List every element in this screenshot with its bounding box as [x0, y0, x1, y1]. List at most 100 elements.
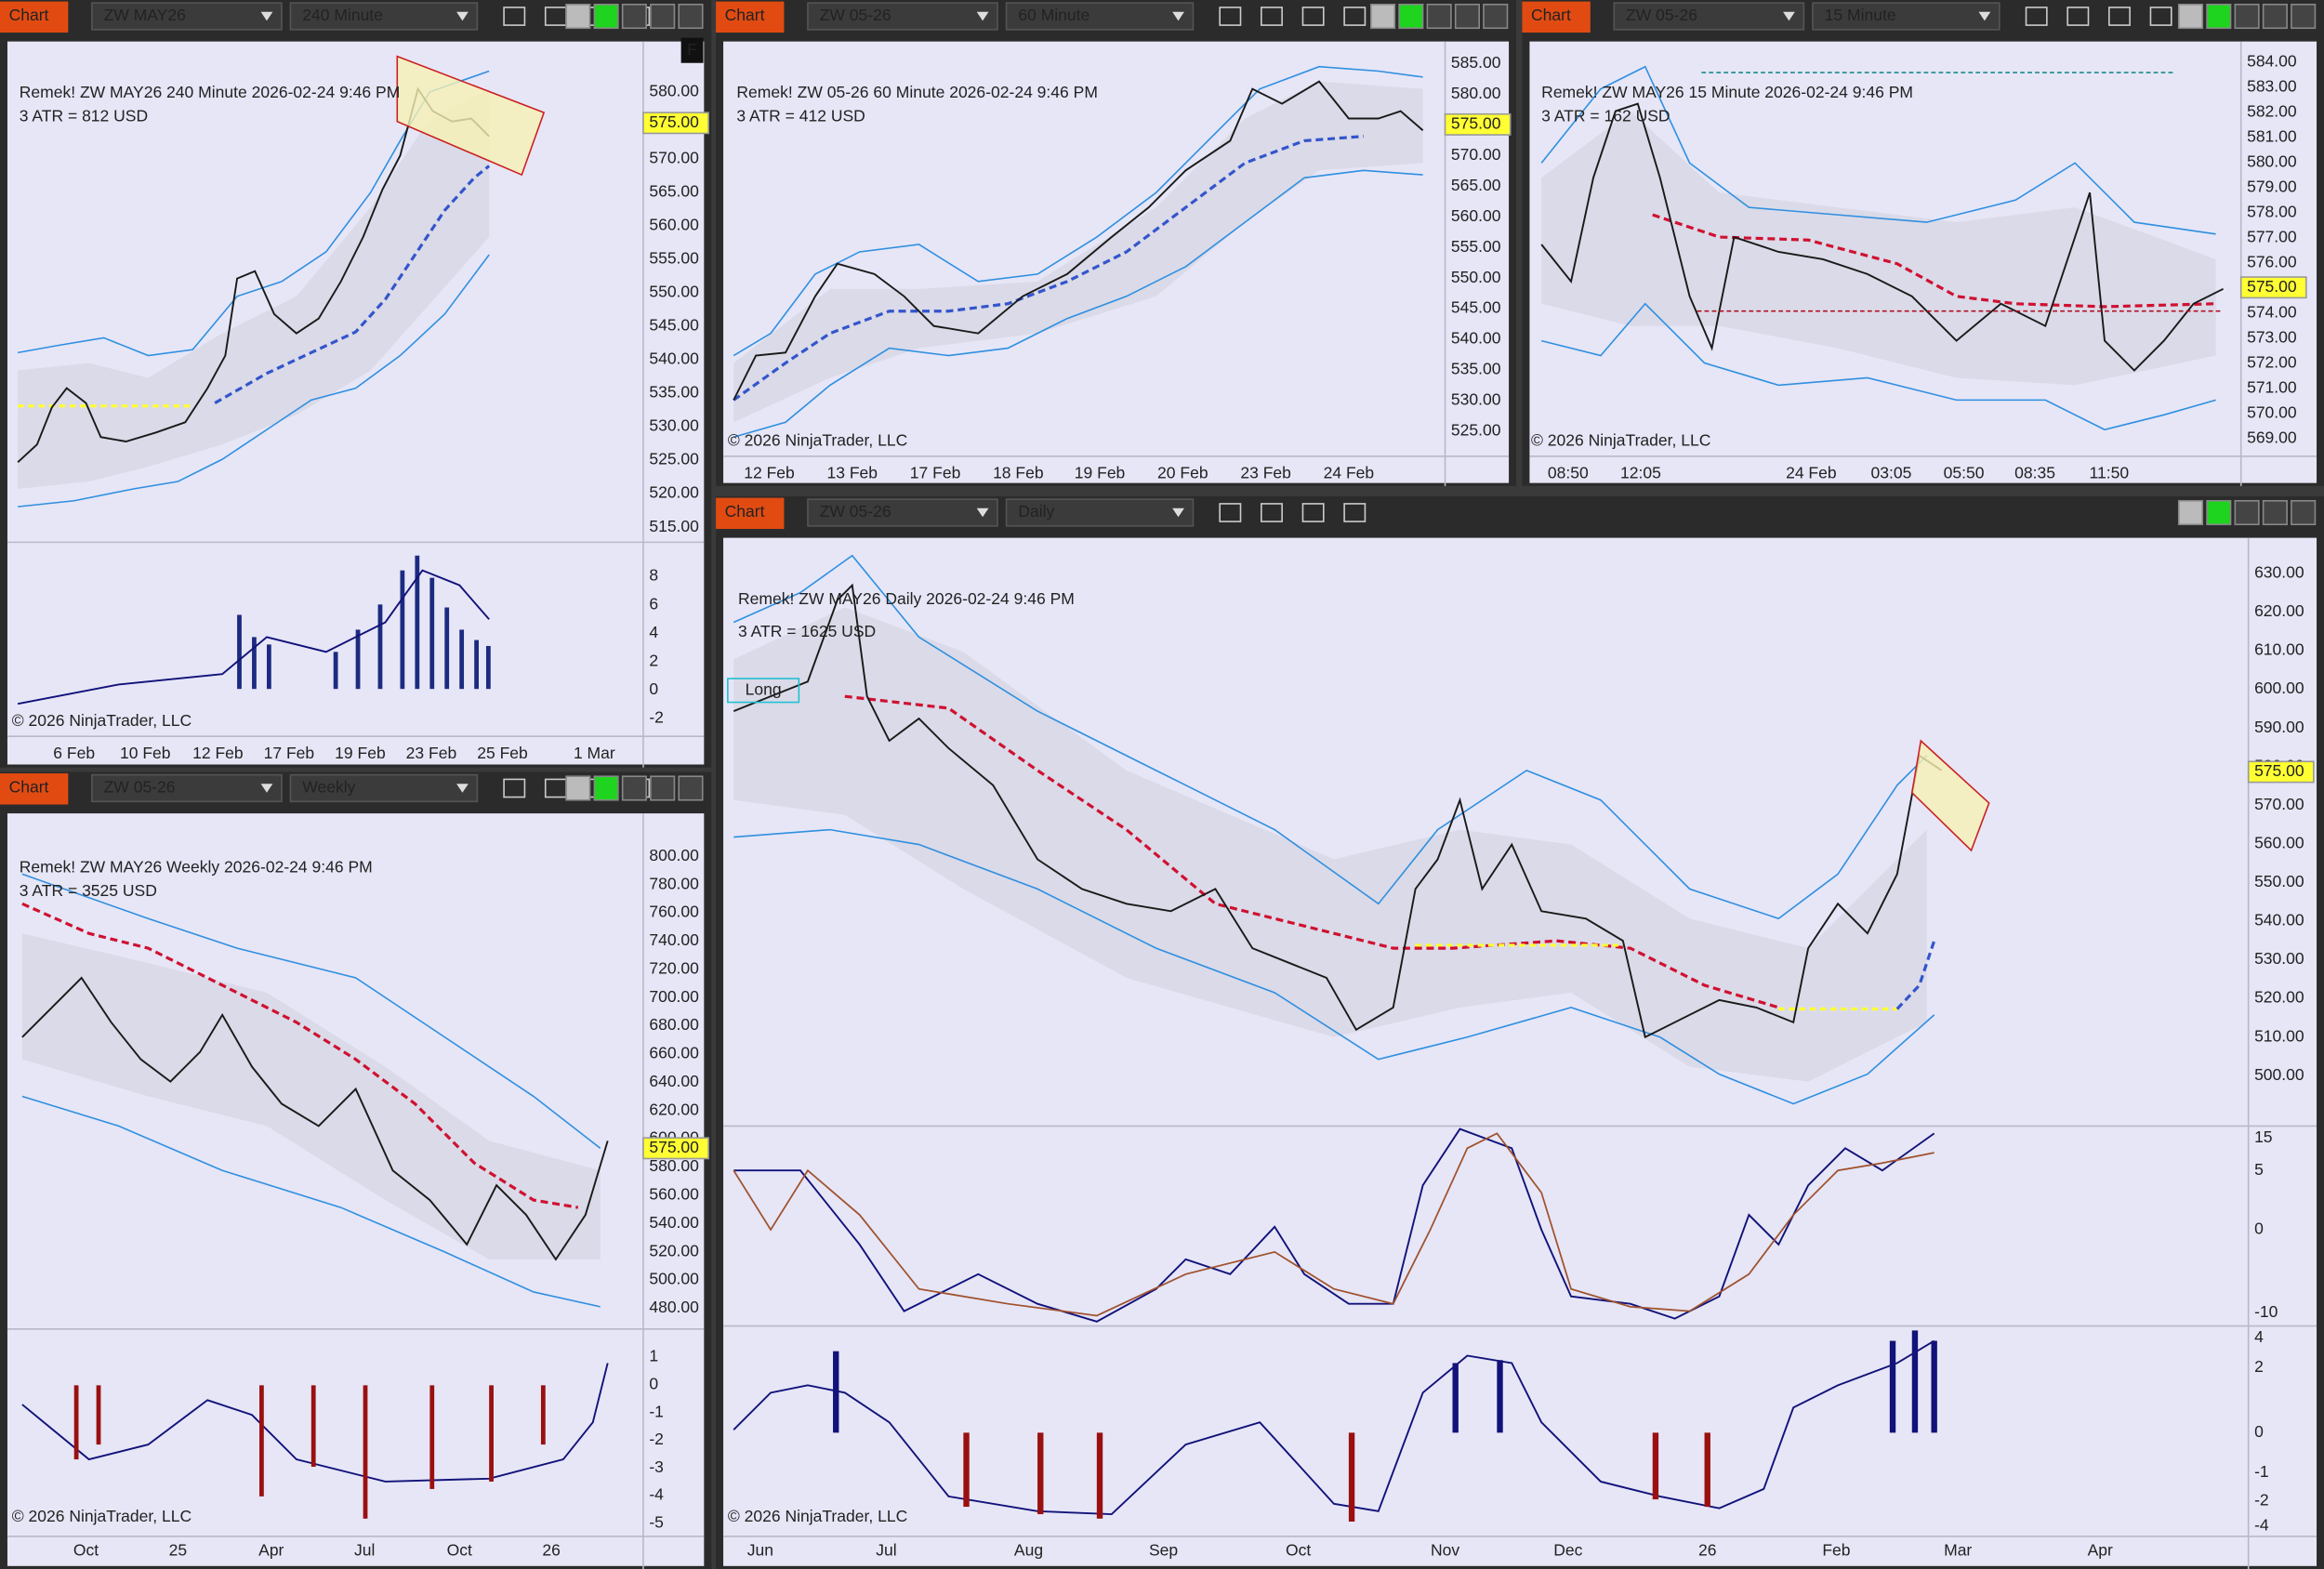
instrument-dropdown[interactable] — [91, 2, 283, 31]
indicator-tick-label: 5 — [2254, 1160, 2264, 1179]
interval-dropdown[interactable] — [289, 773, 479, 803]
toolbar-icon[interactable] — [1219, 503, 1242, 522]
price-tick-label: 540.00 — [649, 349, 699, 368]
instrument-dropdown[interactable] — [807, 498, 998, 527]
indicator-tick-label: -4 — [2254, 1515, 2269, 1534]
time-tick-label: Jun — [747, 1540, 773, 1559]
price-tick-label: 584.00 — [2247, 52, 2297, 71]
hist-bar — [1096, 1432, 1103, 1519]
chart-tab-label: Chart — [1531, 6, 1571, 24]
window-button[interactable] — [2262, 499, 2288, 526]
price-tick-label: 565.00 — [649, 182, 699, 201]
window-button[interactable] — [650, 775, 676, 801]
band — [733, 554, 1928, 920]
window-button[interactable] — [2234, 499, 2260, 526]
window-button[interactable] — [593, 775, 619, 801]
price-tick-label: 535.00 — [1451, 360, 1501, 378]
toolbar-icon[interactable] — [2025, 7, 2048, 26]
toolbar-icon[interactable] — [1343, 503, 1367, 522]
chart-tab[interactable] — [716, 1, 785, 33]
window-button[interactable] — [1426, 3, 1452, 30]
window-button[interactable] — [2206, 3, 2232, 30]
window-button[interactable] — [650, 3, 676, 30]
chart-tab[interactable] — [1522, 1, 1591, 33]
window-button[interactable] — [2177, 3, 2204, 30]
price-tick-label: 540.00 — [1451, 329, 1501, 348]
price-tick-label: 530.00 — [649, 416, 699, 435]
cloud — [21, 933, 601, 1259]
window-button[interactable] — [1398, 3, 1424, 30]
interval-dropdown[interactable] — [1005, 498, 1195, 527]
time-tick-label: Jul — [354, 1540, 375, 1559]
interval-dropdown[interactable] — [1812, 2, 2000, 31]
indicator-tick-label: 4 — [2254, 1327, 2264, 1346]
toolbar-icon[interactable] — [1261, 7, 1283, 26]
toolbar-icon[interactable] — [1301, 503, 1325, 522]
toolbar-icon[interactable] — [503, 778, 526, 798]
window-button[interactable] — [593, 3, 619, 30]
window-button[interactable] — [565, 775, 591, 801]
window-button[interactable] — [2234, 3, 2260, 30]
badge[interactable] — [680, 37, 704, 63]
instrument-dropdown[interactable] — [1613, 2, 1805, 31]
toolbar-icon[interactable] — [2067, 7, 2090, 26]
price-tick-label: 574.00 — [2247, 302, 2297, 321]
price-tick-label: 630.00 — [2254, 562, 2304, 581]
toolbar-icon[interactable] — [503, 7, 526, 26]
window-button[interactable] — [2291, 499, 2317, 526]
time-tick-label: 23 Feb — [1240, 464, 1291, 482]
instrument-label: ZW 05-26 — [820, 6, 891, 24]
hist-bar — [96, 1385, 101, 1445]
price-tick-label: 500.00 — [2254, 1065, 2304, 1084]
price-tick-label: 600.00 — [2254, 679, 2304, 697]
chart-tab[interactable] — [0, 1, 69, 33]
window-button[interactable] — [1370, 3, 1396, 30]
hist-bar — [333, 652, 338, 690]
window-button[interactable] — [2291, 3, 2317, 30]
window-button[interactable] — [2206, 499, 2232, 526]
hist-bar — [1037, 1432, 1044, 1515]
window-button[interactable] — [1454, 3, 1480, 30]
toolbar-icon[interactable] — [1301, 7, 1325, 26]
histogram — [833, 1330, 1937, 1522]
toolbar-icon[interactable] — [2149, 7, 2172, 26]
chart-drawings — [17, 55, 2225, 1522]
interval-dropdown[interactable] — [1005, 2, 1195, 31]
dropdown-arrow — [1978, 11, 1991, 21]
instrument-label: ZW 05-26 — [104, 778, 176, 797]
window-button[interactable] — [678, 775, 704, 801]
chart-tab-label: Chart — [9, 778, 49, 797]
window-button[interactable] — [621, 775, 647, 801]
toolbar-icon[interactable] — [1343, 7, 1367, 26]
interval-dropdown[interactable] — [289, 2, 479, 31]
signal-line — [733, 1339, 1935, 1515]
toolbar-icon[interactable] — [1219, 7, 1242, 26]
hist-bar — [400, 570, 405, 690]
instrument-dropdown[interactable] — [807, 2, 998, 31]
window-button[interactable] — [678, 3, 704, 30]
window-button[interactable] — [2177, 499, 2204, 526]
window-button[interactable] — [2262, 3, 2288, 30]
toolbar-icon[interactable] — [1261, 503, 1283, 522]
atr-label: 3 ATR = 812 USD — [20, 107, 148, 125]
signal-line — [733, 1132, 1934, 1317]
chart-tab[interactable] — [0, 773, 69, 805]
window-button[interactable] — [621, 3, 647, 30]
window-button[interactable] — [1483, 3, 1509, 30]
chart-tab[interactable] — [716, 497, 785, 530]
moving-average — [733, 135, 1364, 402]
time-tick-label: 08:35 — [2014, 464, 2055, 482]
histogram — [73, 1385, 546, 1519]
badge[interactable] — [727, 678, 800, 704]
instrument-dropdown[interactable] — [91, 773, 283, 803]
price-tick-label: 581.00 — [2247, 127, 2297, 146]
window-button[interactable] — [565, 3, 591, 30]
time-tick-label: Apr — [2088, 1540, 2113, 1559]
toolbar-icon[interactable] — [2108, 7, 2131, 26]
price-tick-label: 560.00 — [1451, 206, 1501, 225]
time-tick-label: 25 Feb — [477, 744, 528, 762]
hist-bar — [363, 1385, 368, 1519]
